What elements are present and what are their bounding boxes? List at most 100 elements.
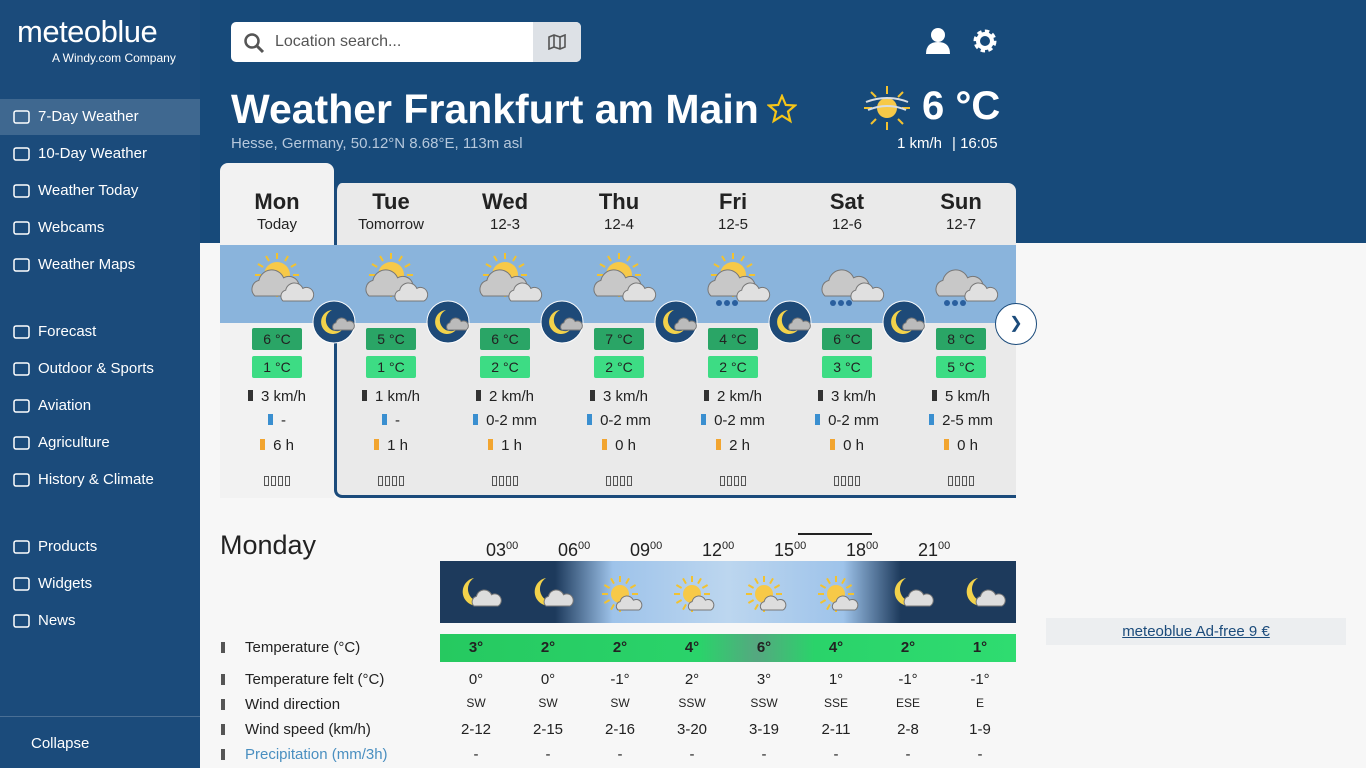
day-tab[interactable]: Mon Today 6 °C 1 °C 3 km/h - 6 h <box>220 163 334 498</box>
day-tab[interactable]: Fri 12-5 4 °C 2 °C 2 km/h 0-2 mm 2 h <box>654 163 790 498</box>
next-button[interactable]: ❯ <box>995 303 1037 345</box>
sidebar: meteoblue A Windy.com Company 7-Day Weat… <box>0 0 200 768</box>
day-precip-row: - <box>220 412 334 429</box>
predictability-bar <box>741 476 746 486</box>
nav-label: Agriculture <box>38 434 110 451</box>
nav-icon <box>13 258 30 272</box>
day-tab[interactable]: Sat 12-6 6 °C 3 °C 3 km/h 0-2 mm 0 h <box>768 163 904 498</box>
day-date: Tomorrow <box>358 216 424 233</box>
sun-icon <box>602 439 608 450</box>
day-tab[interactable]: Wed 12-3 6 °C 2 °C 2 km/h 0-2 mm 1 h <box>426 163 562 498</box>
nav-item[interactable]: Aviation <box>0 388 200 424</box>
wind-icon <box>589 390 595 401</box>
hour-weather-icon <box>742 570 790 621</box>
predictability-bar <box>955 476 960 486</box>
night-icon <box>768 300 812 349</box>
row-value: - <box>617 746 623 763</box>
day-date: 12-3 <box>489 216 521 233</box>
sun-icon <box>830 439 836 450</box>
day-name: Wed <box>481 189 529 214</box>
page-title: Weather Frankfurt am Main <box>231 86 759 132</box>
row-value: 2-15 <box>532 721 564 738</box>
hour-label: 1200 <box>702 540 734 561</box>
min-temp: 3 °C <box>822 356 872 378</box>
sun-icon <box>488 439 494 450</box>
max-temp: 6 °C <box>252 328 302 350</box>
day-wind-row: 1 km/h <box>334 388 448 405</box>
logo[interactable]: meteoblue <box>17 14 158 49</box>
day-wind: 3 km/h <box>260 388 306 405</box>
wind-icon <box>817 390 823 401</box>
predictability <box>448 473 562 491</box>
nav-item[interactable]: Weather Maps <box>0 247 200 283</box>
favorite-star[interactable] <box>767 94 797 124</box>
search-box[interactable]: Location search... <box>231 22 581 62</box>
nav-item[interactable]: History & Climate <box>0 462 200 498</box>
user-icon[interactable] <box>926 27 950 55</box>
hour-weather-icon-svg <box>818 576 859 612</box>
nav-item[interactable]: Agriculture <box>0 425 200 461</box>
day-precip: 0-2 mm <box>600 412 651 429</box>
collapse-button[interactable]: Collapse <box>31 735 90 752</box>
min-temp: 1 °C <box>366 356 416 378</box>
ad-link[interactable]: meteoblue Ad-free 9 € <box>1122 623 1270 640</box>
day-precip: 0-2 mm <box>714 412 765 429</box>
nav-item[interactable]: News <box>0 603 200 639</box>
predictability-bar <box>378 476 383 486</box>
day-precip: - <box>395 412 400 429</box>
nav-item[interactable]: Products <box>0 529 200 565</box>
settings-icon[interactable] <box>972 28 998 54</box>
row-value: SSW <box>678 696 706 710</box>
map-button[interactable] <box>533 22 581 62</box>
row-value: 2° <box>612 639 628 656</box>
tagline: A Windy.com Company <box>52 51 176 65</box>
day-sun: 0 h <box>957 437 978 454</box>
min-temp: 2 °C <box>594 356 644 378</box>
predictability-bar <box>264 476 269 486</box>
minute: 00 <box>722 540 735 552</box>
nav-label: Webcams <box>38 219 105 236</box>
nav-label: Forecast <box>38 323 97 340</box>
row-label: Temperature (°C) <box>245 639 361 656</box>
minute: 00 <box>866 540 879 552</box>
nav-icon <box>13 614 30 628</box>
row-value: 6° <box>756 639 772 656</box>
nav-label: History & Climate <box>38 471 154 488</box>
row-value: 2-11 <box>821 721 851 738</box>
day-sun: 1 h <box>387 437 408 454</box>
row-value: 2° <box>540 639 556 656</box>
day-precip: - <box>281 412 286 429</box>
predictability-bar <box>492 476 497 486</box>
minute: 00 <box>506 540 519 552</box>
nav-item[interactable]: Weather Today <box>0 173 200 209</box>
day-wind-row: 5 km/h <box>904 388 1018 405</box>
nav-item[interactable]: Webcams <box>0 210 200 246</box>
nav-item[interactable]: 7-Day Weather <box>0 99 200 135</box>
row-label: Precipitation (mm/3h) <box>245 746 388 763</box>
predictability-bar <box>969 476 974 486</box>
row-value: 0° <box>468 671 484 688</box>
max-temp: 8 °C <box>936 328 986 350</box>
day-sun: 2 h <box>729 437 750 454</box>
row-value: 4° <box>684 639 700 656</box>
precip-icon <box>815 414 821 425</box>
day-tab[interactable]: Thu 12-4 7 °C 2 °C 3 km/h 0-2 mm 0 h <box>540 163 676 498</box>
day-date: 12-4 <box>603 216 635 233</box>
max-temp: 5 °C <box>366 328 416 350</box>
nav-item[interactable]: Outdoor & Sports <box>0 351 200 387</box>
row-value: - <box>689 746 695 763</box>
day-tab[interactable]: Sun 12-7 8 °C 5 °C 5 km/h 2-5 mm 0 h <box>882 163 1018 498</box>
day-wind-row: 3 km/h <box>562 388 676 405</box>
nav-item[interactable]: Forecast <box>0 314 200 350</box>
day-tab[interactable]: Tue Tomorrow 5 °C 1 °C 1 km/h - 1 h <box>312 163 448 498</box>
row-value: 2-8 <box>897 721 919 738</box>
predictability-bar <box>285 476 290 486</box>
nav-item[interactable]: Widgets <box>0 566 200 602</box>
current-wind: 1 km/h <box>897 135 943 152</box>
day-weather-icon <box>589 253 657 314</box>
min-temp: 2 °C <box>708 356 758 378</box>
day-sun: 0 h <box>843 437 864 454</box>
row-value: 1° <box>972 639 988 656</box>
night-icon <box>540 300 584 349</box>
nav-item[interactable]: 10-Day Weather <box>0 136 200 172</box>
